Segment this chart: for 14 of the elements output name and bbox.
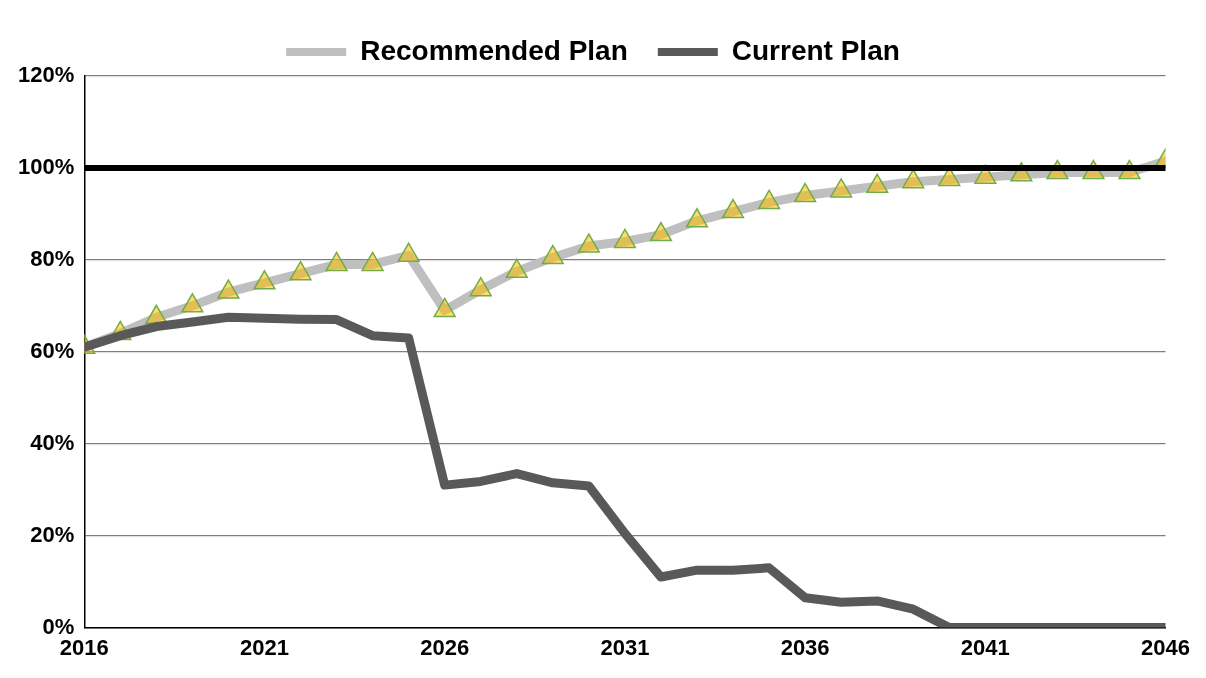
y-tick-label: 80% — [30, 245, 75, 271]
y-tick-label: 20% — [30, 521, 75, 547]
x-tick-label: 2036 — [780, 634, 830, 660]
x-tick-label: 2026 — [420, 634, 470, 660]
legend-label: Recommended Plan — [360, 34, 628, 66]
y-tick-label: 40% — [30, 429, 75, 455]
y-tick-label: 120% — [17, 62, 75, 88]
y-tick-label: 60% — [30, 337, 75, 363]
x-tick-label: 2046 — [1141, 634, 1191, 660]
legend-label: Current Plan — [731, 34, 900, 66]
x-tick-label: 2021 — [240, 634, 289, 660]
x-tick-label: 2031 — [600, 634, 650, 660]
x-tick-label: 2041 — [960, 634, 1010, 660]
y-tick-label: 100% — [17, 154, 75, 179]
